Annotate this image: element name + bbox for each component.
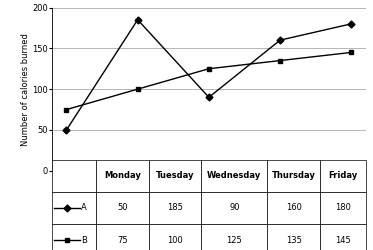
Text: A: A <box>81 204 87 212</box>
Text: B: B <box>81 236 87 244</box>
Y-axis label: Number of calories burned: Number of calories burned <box>21 33 29 146</box>
